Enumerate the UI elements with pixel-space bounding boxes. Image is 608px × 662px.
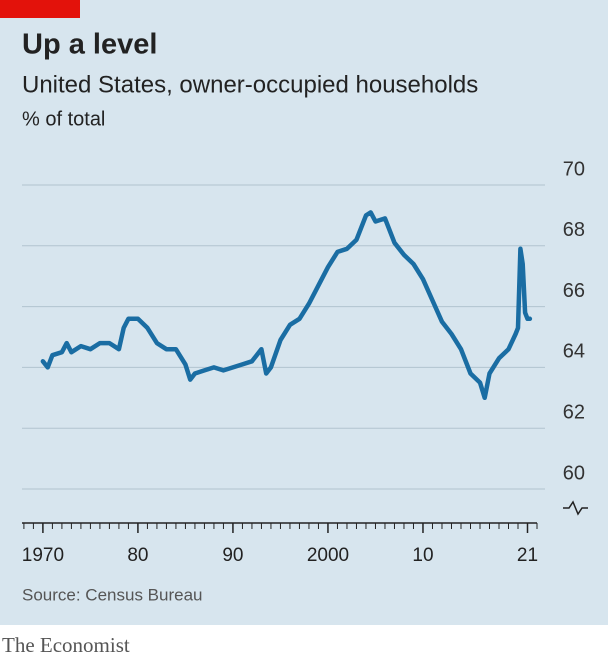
- x-tick-label: 2000: [307, 545, 349, 566]
- y-tick-label: 66: [563, 280, 585, 302]
- x-tick-label: 21: [517, 545, 538, 566]
- chart-title: Up a level: [22, 29, 157, 61]
- source: Source: Census Bureau: [22, 585, 203, 604]
- y-tick-label: 68: [563, 219, 585, 241]
- line-series: [40, 210, 533, 401]
- y-tick-label: 62: [563, 401, 585, 423]
- chart-subtitle: United States, owner-occupied households: [22, 71, 478, 98]
- x-tick-label: 10: [412, 545, 433, 566]
- brand: The Economist: [2, 633, 130, 657]
- axis-break: [563, 500, 588, 516]
- y-tick-label: 64: [563, 341, 585, 363]
- red-tag: [0, 0, 80, 18]
- y-tick-label: 60: [563, 462, 585, 484]
- y-tick-label: 70: [563, 158, 585, 180]
- x-tick-label: 80: [127, 545, 148, 566]
- footer-band: [0, 625, 608, 662]
- x-tick-label: 90: [222, 545, 243, 566]
- y-axis-label: % of total: [22, 108, 105, 130]
- x-tick-label: 1970: [22, 545, 64, 566]
